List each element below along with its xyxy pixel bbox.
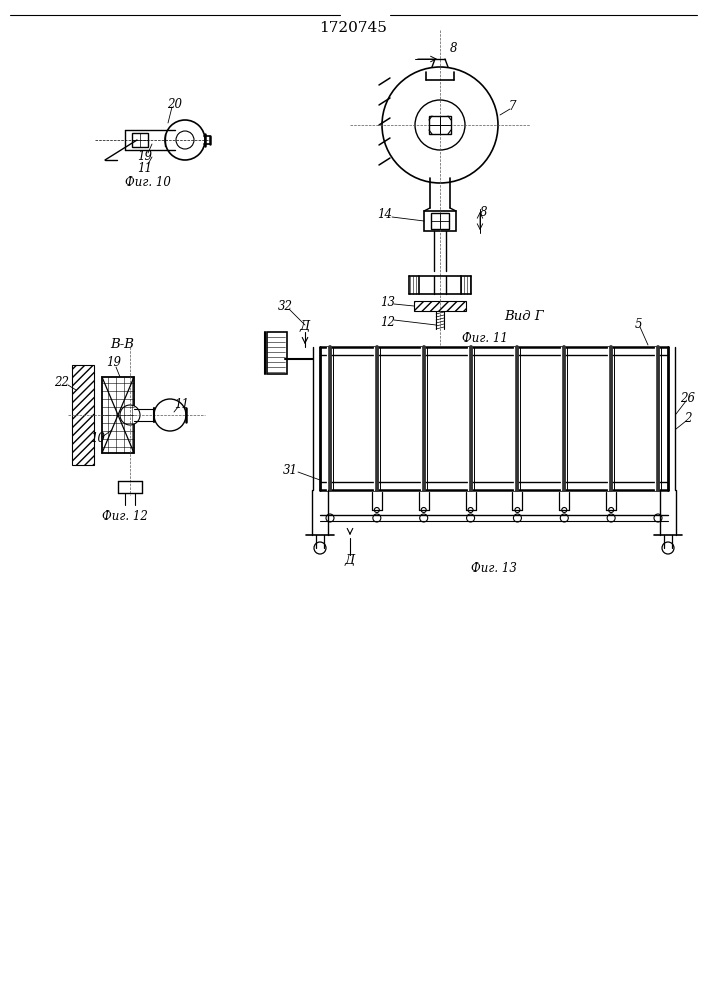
Text: 7: 7 bbox=[508, 101, 515, 113]
Circle shape bbox=[165, 120, 205, 160]
Bar bbox=[72, 365, 94, 465]
Text: 22: 22 bbox=[54, 376, 69, 389]
Bar bbox=[267, 332, 287, 374]
Text: 11: 11 bbox=[175, 398, 189, 412]
Text: В-В: В-В bbox=[110, 338, 134, 352]
Text: 13: 13 bbox=[380, 296, 395, 308]
Text: 11: 11 bbox=[137, 161, 153, 174]
Circle shape bbox=[314, 542, 326, 554]
Bar bbox=[431, 213, 449, 229]
Circle shape bbox=[375, 508, 380, 512]
Circle shape bbox=[467, 514, 474, 522]
Text: 8: 8 bbox=[450, 42, 457, 55]
Text: Д: Д bbox=[300, 320, 310, 334]
Circle shape bbox=[468, 508, 473, 512]
Circle shape bbox=[382, 67, 498, 183]
Text: 26: 26 bbox=[681, 392, 696, 406]
Text: Фиг. 11: Фиг. 11 bbox=[462, 332, 508, 346]
Text: 8: 8 bbox=[480, 207, 488, 220]
Text: 1720745: 1720745 bbox=[319, 21, 387, 35]
Circle shape bbox=[662, 542, 674, 554]
Bar bbox=[429, 116, 451, 134]
Bar bbox=[424, 211, 456, 231]
Circle shape bbox=[654, 514, 662, 522]
Text: 5: 5 bbox=[634, 318, 642, 332]
Circle shape bbox=[562, 508, 567, 512]
Bar bbox=[414, 301, 466, 311]
Circle shape bbox=[607, 514, 615, 522]
Text: 12: 12 bbox=[380, 316, 395, 328]
Circle shape bbox=[421, 508, 426, 512]
Circle shape bbox=[560, 514, 568, 522]
Text: Вид Г: Вид Г bbox=[504, 310, 544, 324]
Text: 19: 19 bbox=[107, 357, 122, 369]
Text: Фиг. 12: Фиг. 12 bbox=[102, 510, 148, 524]
Text: 20: 20 bbox=[168, 98, 182, 110]
Circle shape bbox=[120, 405, 140, 425]
Circle shape bbox=[154, 399, 186, 431]
Circle shape bbox=[515, 508, 520, 512]
Circle shape bbox=[326, 514, 334, 522]
Circle shape bbox=[420, 514, 428, 522]
Circle shape bbox=[513, 514, 522, 522]
Text: 19: 19 bbox=[137, 150, 153, 163]
Bar bbox=[132, 133, 148, 147]
Text: 32: 32 bbox=[278, 300, 293, 314]
Circle shape bbox=[373, 514, 381, 522]
Text: Д: Д bbox=[345, 554, 355, 566]
Text: 14: 14 bbox=[378, 209, 392, 222]
Text: Фиг. 10: Фиг. 10 bbox=[125, 176, 171, 188]
Text: 31: 31 bbox=[283, 464, 298, 477]
Circle shape bbox=[609, 508, 614, 512]
Text: 2: 2 bbox=[684, 412, 691, 426]
Bar bbox=[102, 377, 134, 453]
Text: 10: 10 bbox=[90, 432, 105, 446]
Text: Фиг. 13: Фиг. 13 bbox=[471, 562, 517, 574]
